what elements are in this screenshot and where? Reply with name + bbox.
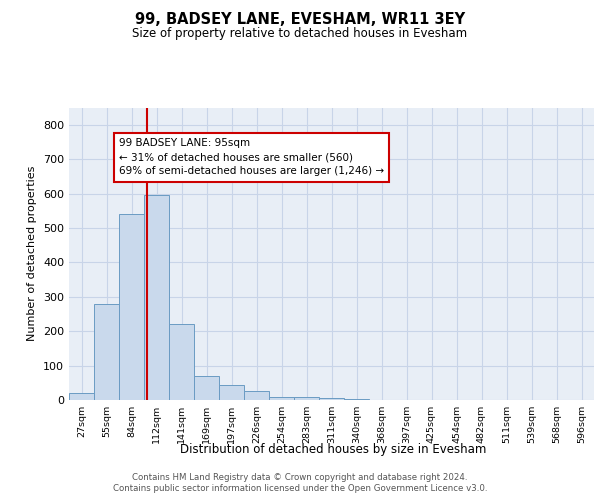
Bar xyxy=(119,214,144,400)
Bar xyxy=(144,196,169,400)
Text: Contains public sector information licensed under the Open Government Licence v3: Contains public sector information licen… xyxy=(113,484,487,493)
Bar xyxy=(269,396,294,400)
Y-axis label: Number of detached properties: Number of detached properties xyxy=(28,166,37,342)
Text: Size of property relative to detached houses in Evesham: Size of property relative to detached ho… xyxy=(133,28,467,40)
Bar xyxy=(294,396,319,400)
Bar xyxy=(319,398,344,400)
Bar xyxy=(94,304,119,400)
Text: Distribution of detached houses by size in Evesham: Distribution of detached houses by size … xyxy=(180,442,486,456)
Bar xyxy=(219,384,244,400)
Bar xyxy=(244,392,269,400)
Text: 99 BADSEY LANE: 95sqm
← 31% of detached houses are smaller (560)
69% of semi-det: 99 BADSEY LANE: 95sqm ← 31% of detached … xyxy=(119,138,384,176)
Bar xyxy=(69,393,94,400)
Bar xyxy=(194,376,219,400)
Text: Contains HM Land Registry data © Crown copyright and database right 2024.: Contains HM Land Registry data © Crown c… xyxy=(132,472,468,482)
Text: 99, BADSEY LANE, EVESHAM, WR11 3EY: 99, BADSEY LANE, EVESHAM, WR11 3EY xyxy=(135,12,465,28)
Bar xyxy=(169,324,194,400)
